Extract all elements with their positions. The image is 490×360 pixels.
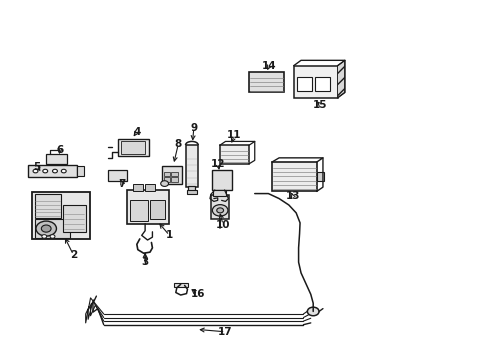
Text: 7: 7 (119, 179, 126, 189)
Bar (162, 166, 182, 184)
Bar (34, 194, 61, 217)
Circle shape (217, 208, 223, 213)
Bar (127, 190, 169, 224)
Text: 2: 2 (70, 250, 77, 260)
Bar (172, 172, 178, 176)
Bar (164, 177, 170, 182)
Polygon shape (338, 60, 345, 98)
Bar (129, 200, 148, 221)
Bar (186, 145, 198, 187)
Bar (150, 200, 165, 219)
Circle shape (42, 235, 47, 238)
Text: 4: 4 (133, 127, 141, 137)
Bar (297, 77, 312, 91)
Bar (108, 170, 127, 181)
Text: 17: 17 (218, 327, 233, 337)
Bar (133, 184, 143, 191)
Circle shape (307, 307, 319, 316)
Text: 3: 3 (142, 257, 149, 267)
Circle shape (33, 169, 38, 173)
Text: 10: 10 (216, 220, 230, 230)
Bar (187, 190, 197, 194)
Text: 16: 16 (191, 289, 205, 299)
Bar (189, 186, 196, 191)
Bar (63, 205, 86, 232)
Bar (211, 195, 229, 219)
Bar (249, 72, 285, 93)
Circle shape (36, 221, 56, 236)
Bar (145, 184, 155, 191)
Circle shape (50, 235, 55, 238)
Bar (46, 154, 67, 163)
Bar (272, 162, 317, 192)
Text: 1: 1 (166, 230, 173, 240)
Circle shape (212, 204, 228, 216)
Bar (164, 172, 170, 176)
Circle shape (61, 169, 66, 173)
Bar (121, 141, 145, 154)
Text: 9: 9 (190, 123, 197, 133)
Bar (172, 177, 178, 182)
Circle shape (161, 181, 169, 186)
Text: 12: 12 (211, 159, 225, 169)
Bar (28, 165, 77, 177)
Text: 5: 5 (33, 162, 41, 172)
Bar (212, 170, 232, 190)
Circle shape (52, 169, 57, 173)
Text: 13: 13 (286, 191, 300, 201)
Bar (315, 77, 330, 91)
Bar (174, 283, 188, 287)
Bar (118, 139, 148, 156)
Bar (213, 190, 226, 196)
Text: 6: 6 (56, 145, 64, 155)
Text: 14: 14 (262, 61, 277, 71)
Bar (77, 166, 84, 176)
Bar (220, 145, 249, 164)
Text: 15: 15 (313, 100, 328, 110)
Circle shape (43, 169, 48, 173)
Text: 11: 11 (227, 130, 242, 140)
Bar (34, 219, 70, 238)
Polygon shape (294, 66, 338, 98)
Bar (317, 172, 324, 181)
Bar (31, 192, 90, 239)
Text: 8: 8 (174, 139, 182, 149)
Circle shape (41, 225, 51, 232)
